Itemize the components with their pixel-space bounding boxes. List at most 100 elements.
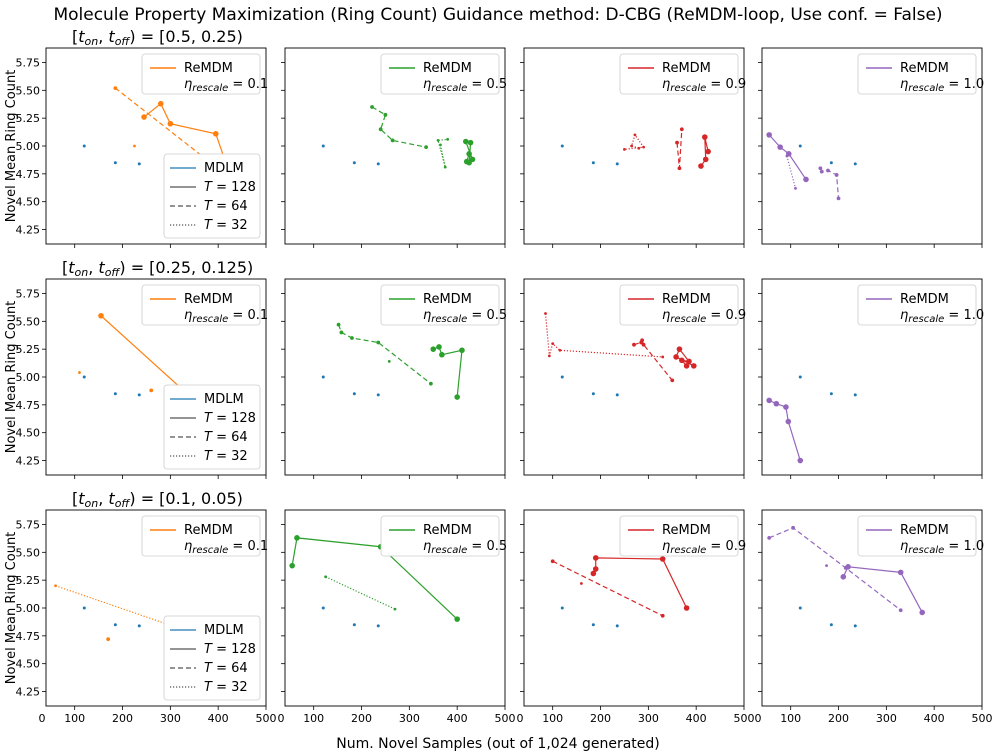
mdlm-point: [137, 162, 141, 166]
legend-box: [141, 53, 261, 95]
legend-series-name: ReMDM: [184, 61, 233, 76]
legend-label: T = 32: [204, 680, 248, 695]
y-axis-label: Novel Mean Ring Count: [4, 70, 19, 223]
data-point-T128: [590, 570, 597, 577]
mdlm-point: [352, 623, 356, 627]
data-point-T128: [439, 351, 445, 358]
data-point-T64: [632, 342, 636, 347]
data-point-T64: [791, 525, 795, 530]
series-line-T128: [700, 136, 709, 167]
legend-box: [163, 615, 261, 701]
mdlm-point: [82, 144, 86, 148]
data-point-T64: [898, 608, 903, 613]
x-tick-label: 200: [590, 712, 611, 725]
legend-series-name: ReMDM: [900, 523, 949, 538]
x-tick-label: 500: [256, 712, 277, 725]
mdlm-point: [113, 161, 117, 165]
legend-box: [163, 384, 261, 470]
x-tick-label: 100: [303, 712, 324, 725]
mdlm-point: [853, 393, 857, 397]
mdlm-point: [82, 606, 86, 610]
mdlm-point: [376, 393, 380, 397]
mdlm-point: [352, 392, 356, 396]
data-point-T128: [212, 130, 219, 137]
mdlm-point: [352, 161, 356, 165]
y-axis-label: Novel Mean Ring Count: [4, 532, 19, 685]
legend-label: T = 128: [204, 411, 256, 426]
data-point-T32: [387, 360, 391, 363]
data-point-T64: [834, 173, 839, 177]
data-point-T128: [98, 312, 104, 319]
data-point-T32: [551, 342, 555, 345]
legend-eta: ηrescale = 0.1: [184, 539, 268, 556]
x-tick-label: 100: [64, 712, 85, 725]
data-point-T64: [378, 127, 383, 132]
data-point-T128: [840, 574, 847, 580]
y-tick-label: 4.50: [16, 196, 41, 209]
mdlm-point: [560, 375, 564, 379]
data-point-T128: [592, 555, 599, 561]
data-point-T32: [436, 139, 440, 142]
legend-eta: ηrescale = 0.5: [423, 77, 507, 94]
data-point-T32: [630, 144, 634, 148]
data-point-T128: [436, 344, 442, 350]
data-point-T32: [825, 564, 828, 568]
data-point-T32: [324, 575, 328, 579]
data-point-T32: [623, 147, 626, 151]
legend-box: [141, 284, 261, 326]
data-point-T128: [785, 418, 792, 425]
x-tick-label: 400: [686, 712, 707, 725]
row-title: [ton, toff) = [0.25, 0.125): [62, 258, 253, 279]
legend-label: T = 32: [204, 449, 248, 464]
data-point-T64: [376, 340, 381, 345]
data-point-T128: [676, 346, 683, 352]
data-point-T128: [454, 616, 460, 622]
x-tick-label: 0: [278, 712, 285, 725]
y-tick-label: 4.25: [16, 455, 41, 468]
data-point-T128: [701, 134, 708, 140]
x-tick-label: 400: [447, 712, 468, 725]
legend-series-name: ReMDM: [184, 523, 233, 538]
data-point-T64: [113, 86, 118, 90]
data-point-T64: [660, 613, 665, 618]
y-tick-label: 4.50: [16, 427, 41, 440]
x-tick-label: 200: [112, 712, 133, 725]
mdlm-point: [591, 392, 595, 396]
plot-area: [766, 132, 857, 201]
y-tick-label: 4.25: [16, 686, 41, 699]
plot-area: [544, 312, 697, 397]
x-tick-label: 0: [755, 712, 762, 725]
plot-area: [766, 375, 857, 464]
data-point-T64: [675, 140, 679, 145]
y-axis-label: Novel Mean Ring Count: [4, 301, 19, 454]
legend-box: [380, 284, 500, 326]
legend-eta: ηrescale = 0.1: [184, 308, 268, 325]
legend-series-name: ReMDM: [662, 61, 711, 76]
data-point-T128: [705, 148, 711, 155]
series-line-T128: [842, 566, 923, 613]
legend-label: T = 64: [204, 430, 248, 445]
data-point-T64: [826, 168, 830, 173]
figure-title: Molecule Property Maximization (Ring Cou…: [53, 5, 942, 25]
legend-label: MDLM: [204, 623, 244, 638]
x-tick-label: 300: [399, 712, 420, 725]
data-point-T128: [702, 156, 709, 163]
y-tick-label: 5.75: [16, 56, 41, 69]
mdlm-point: [591, 623, 595, 627]
y-tick-label: 5.25: [16, 574, 41, 587]
y-tick-label: 5.25: [16, 112, 41, 125]
data-point-T64: [677, 166, 682, 171]
data-point-T128: [766, 132, 772, 138]
legend-eta: ηrescale = 1.0: [900, 308, 984, 325]
plot-area: [560, 127, 711, 171]
chart-panel: 4.25 4.50 4.75 5.00 5.25 5.50 5.75 ReMDMηrescal…: [16, 278, 268, 479]
legend-series-name: ReMDM: [662, 292, 711, 307]
